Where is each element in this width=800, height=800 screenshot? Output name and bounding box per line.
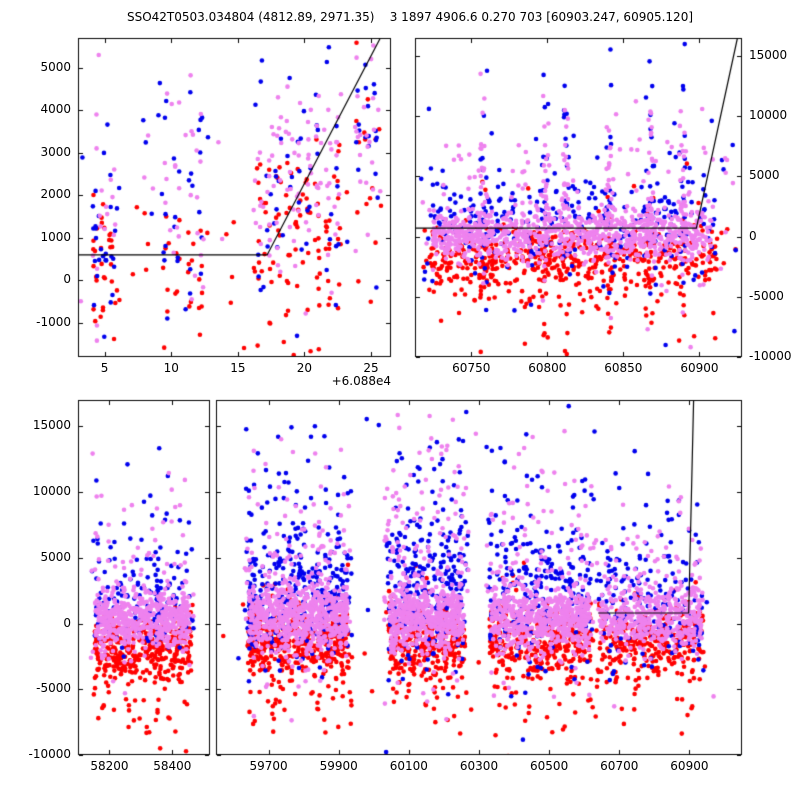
tick-label: -10000 [749,349,792,363]
tick-label: 60900 [670,759,709,773]
tick-label: 10000 [32,484,71,499]
tick-label: 0 [63,272,71,287]
tick-label: -5000 [36,681,71,696]
tick-label: 25 [363,361,379,375]
tick-label: 60100 [389,759,428,773]
tick-label: 15 [230,361,246,375]
tick-label: 5 [100,361,109,375]
tick-label: 60800 [528,361,567,375]
tick-label: 4000 [40,102,71,117]
tick-label: 60300 [459,759,499,773]
tick-label: 60500 [530,759,569,773]
tick-label: 10 [163,361,179,375]
tick-label: 0 [749,228,757,243]
tick-label: 60750 [452,361,491,375]
tick-label: 60850 [604,361,643,375]
tick-label: 58400 [153,759,192,773]
x-axis-offset-label: +6.088e4 [331,374,391,388]
tick-label: -10000 [28,747,71,761]
tick-label: 10000 [749,108,788,123]
tick-label: 5000 [40,59,71,74]
tick-label: 15000 [749,48,788,63]
tick-label: 60900 [680,361,719,375]
tick-label: 15000 [32,418,71,433]
tick-label: 5000 [40,549,71,564]
tick-label: -5000 [749,288,784,303]
tick-label: 1000 [40,229,71,244]
tick-label: 3000 [40,144,71,159]
tick-label: 59700 [249,759,288,773]
figure-title: SSO42T0503.034804 (4812.89, 2971.35) 3 1… [126,10,694,24]
tick-label: 5000 [749,168,780,183]
tick-label: 58200 [90,759,129,773]
tick-label: -1000 [36,314,71,329]
tick-label: 60700 [600,759,639,773]
tick-label: 0 [63,615,71,630]
tick-label: 2000 [40,187,71,202]
tick-label: 59900 [319,759,358,773]
tick-label: 20 [296,361,313,375]
